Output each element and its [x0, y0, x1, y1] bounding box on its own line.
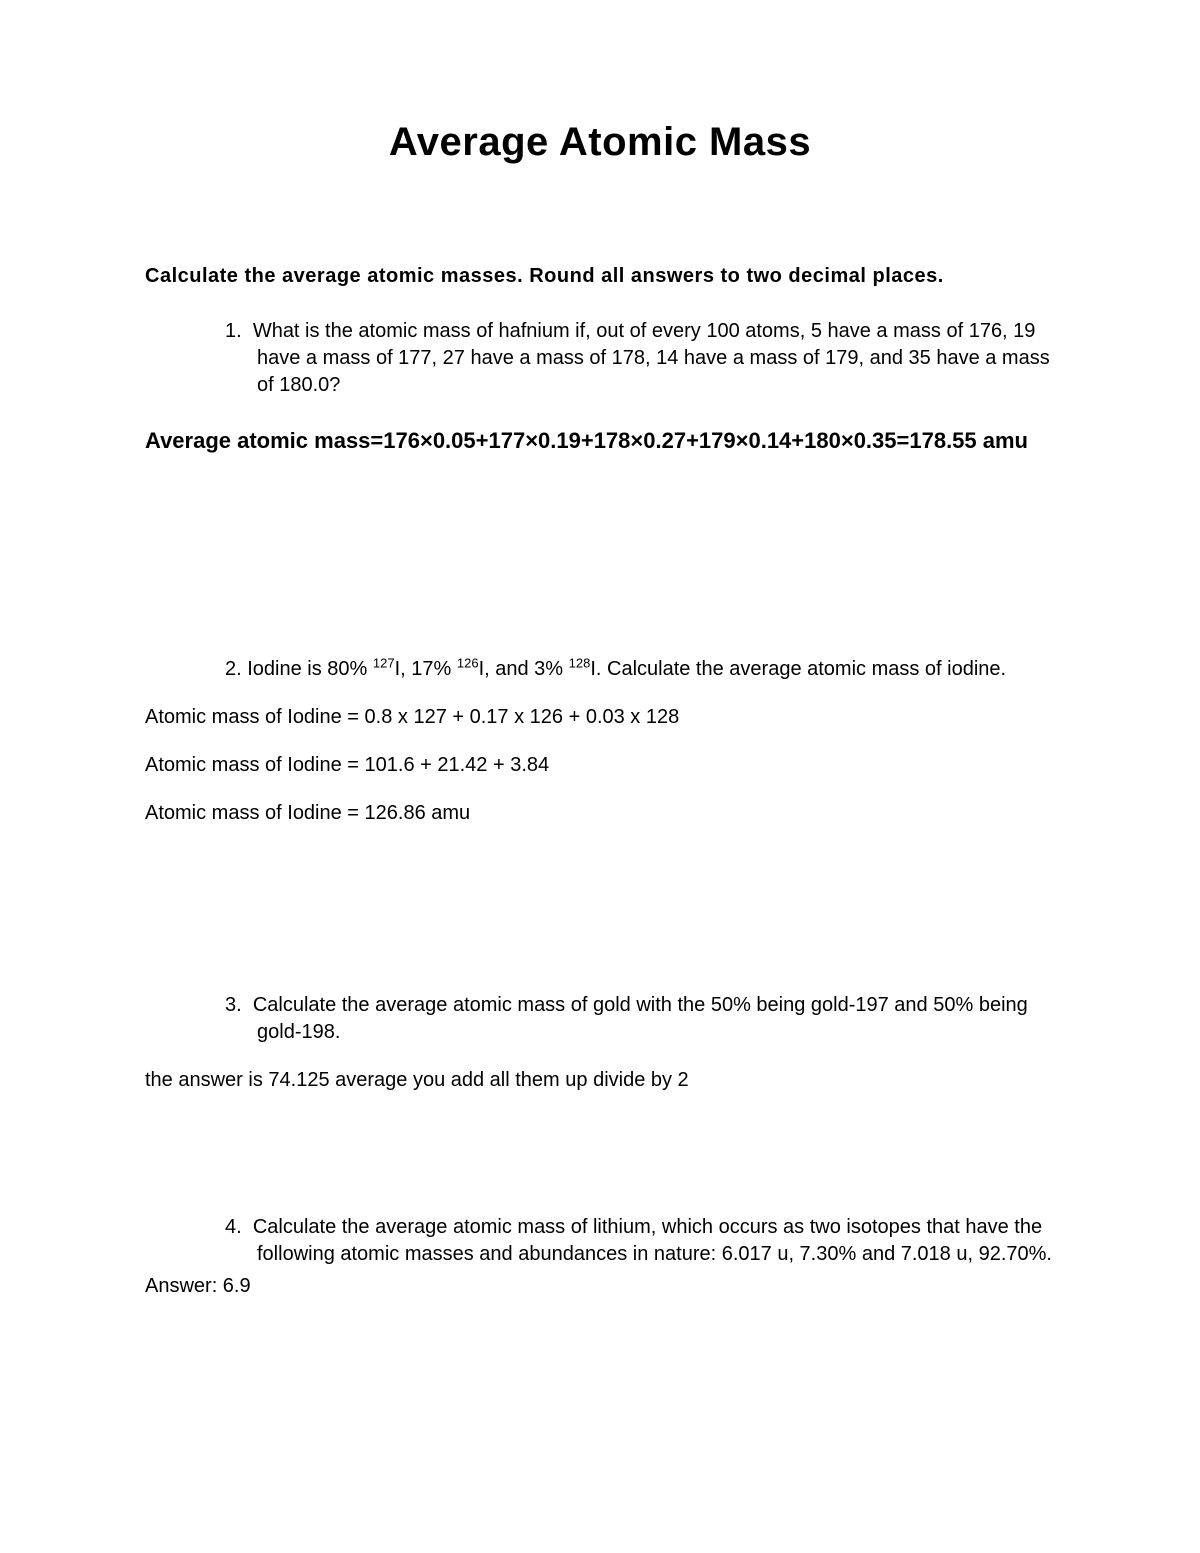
- isotope-127-sup: 127: [373, 655, 395, 670]
- question-4-answer: Answer: 6.9: [145, 1272, 1055, 1300]
- spacer: [145, 1124, 1055, 1194]
- question-1-text: What is the atomic mass of hafnium if, o…: [253, 320, 1050, 396]
- question-2-work-line-2: Atomic mass of Iodine = 101.6 + 21.42 + …: [145, 751, 1055, 779]
- question-3-text: Calculate the average atomic mass of gol…: [253, 994, 1028, 1043]
- question-1: 1. What is the atomic mass of hafnium if…: [225, 318, 1055, 399]
- question-4-number: 4.: [225, 1216, 242, 1238]
- question-1-answer: Average atomic mass=176×0.05+177×0.19+17…: [145, 427, 1055, 456]
- question-2-number: 2.: [225, 658, 242, 680]
- question-2-block: 2. Iodine is 80% 127I, 17% 126I, and 3% …: [145, 656, 1055, 827]
- question-3: 3. Calculate the average atomic mass of …: [225, 992, 1055, 1046]
- question-2: 2. Iodine is 80% 127I, 17% 126I, and 3% …: [225, 656, 1055, 683]
- question-2-work-line-3: Atomic mass of Iodine = 126.86 amu: [145, 799, 1055, 827]
- question-3-block: 3. Calculate the average atomic mass of …: [145, 992, 1055, 1094]
- question-1-block: 1. What is the atomic mass of hafnium if…: [145, 318, 1055, 456]
- q2-prefix: Iodine is 80%: [247, 658, 373, 680]
- spacer: [145, 857, 1055, 972]
- question-4-block: 4. Calculate the average atomic mass of …: [145, 1214, 1055, 1300]
- page-title: Average Atomic Mass: [145, 120, 1055, 165]
- question-2-work-line-1: Atomic mass of Iodine = 0.8 x 127 + 0.17…: [145, 703, 1055, 731]
- spacer: [145, 486, 1055, 636]
- question-1-number: 1.: [225, 320, 242, 342]
- question-3-number: 3.: [225, 994, 242, 1016]
- instructions-text: Calculate the average atomic masses. Rou…: [145, 265, 1055, 288]
- question-4: 4. Calculate the average atomic mass of …: [225, 1214, 1055, 1268]
- worksheet-page: Average Atomic Mass Calculate the averag…: [0, 0, 1200, 1553]
- isotope-127-sym: I, 17%: [395, 658, 457, 680]
- isotope-128-sup: 128: [569, 655, 591, 670]
- isotope-126-sup: 126: [457, 655, 479, 670]
- isotope-128-sym: I. Calculate the average atomic mass of …: [590, 658, 1006, 680]
- question-3-answer: the answer is 74.125 average you add all…: [145, 1066, 1055, 1094]
- question-4-text: Calculate the average atomic mass of lit…: [253, 1216, 1052, 1265]
- isotope-126-sym: I, and 3%: [479, 658, 569, 680]
